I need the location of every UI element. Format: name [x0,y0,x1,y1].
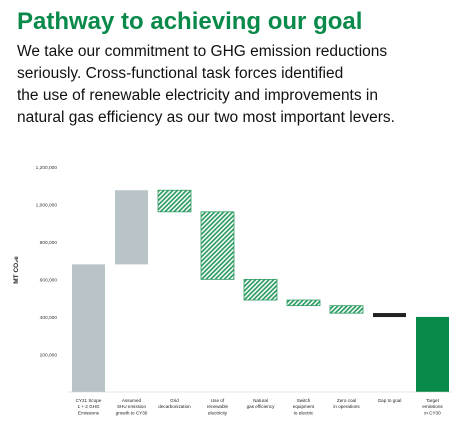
x-category-label: Switch equipment to electric [293,398,315,415]
x-category-label: Grid decarbonization [158,398,191,409]
y-tick-label: 1,000,000 [36,202,58,208]
x-category-label: Target emissions in CY30 [422,398,443,415]
waterfall-bar [373,313,406,318]
intro-line: seriously. Cross-functional task forces … [17,65,344,82]
intro-line: natural gas efficiency as our two most i… [17,109,395,126]
waterfall-bar [72,264,105,392]
y-tick-label: 800,000 [40,240,58,246]
y-tick-label: 1,200,000 [36,165,58,171]
x-category-label: Use of renewable electricity [207,398,229,415]
waterfall-bar [157,189,192,213]
waterfall-bar [115,190,148,265]
x-category-label: CY21 Scope 1 + 2 GHG Emissions [76,398,102,415]
y-tick-label: 600,000 [40,277,58,283]
waterfall-bar [286,299,321,307]
waterfall-bar [200,211,235,280]
intro-line: We take our commitment to GHG emission r… [17,43,388,60]
x-category-label: Gap to goal [378,398,402,403]
waterfall-bar [416,316,449,392]
intro-line: the use of renewable electricity and imp… [17,87,378,104]
y-tick-label: 200,000 [40,352,58,358]
x-category-label: Natural gas efficiency [247,398,275,409]
y-tick-label: 400,000 [40,315,58,321]
y-axis: 200,000 400,000 600,000 800,000 1,000,000 1,2… [13,165,57,359]
x-category-label: Zero coal in operations [333,398,360,409]
intro-paragraph: We take our commitment to GHG emission r… [17,41,457,129]
x-category-label: Assumed SHU emission growth to CY30 [116,398,148,415]
page-title: Pathway to achieving our goal [17,8,363,35]
y-axis-title: MT CO₂e [13,256,20,284]
bars-group [68,189,453,393]
x-axis-labels: CY21 Scope 1 + 2 GHG Emissions Assumed SHU e… [76,398,444,415]
waterfall-bar [243,278,278,301]
waterfall-bar [329,305,364,314]
